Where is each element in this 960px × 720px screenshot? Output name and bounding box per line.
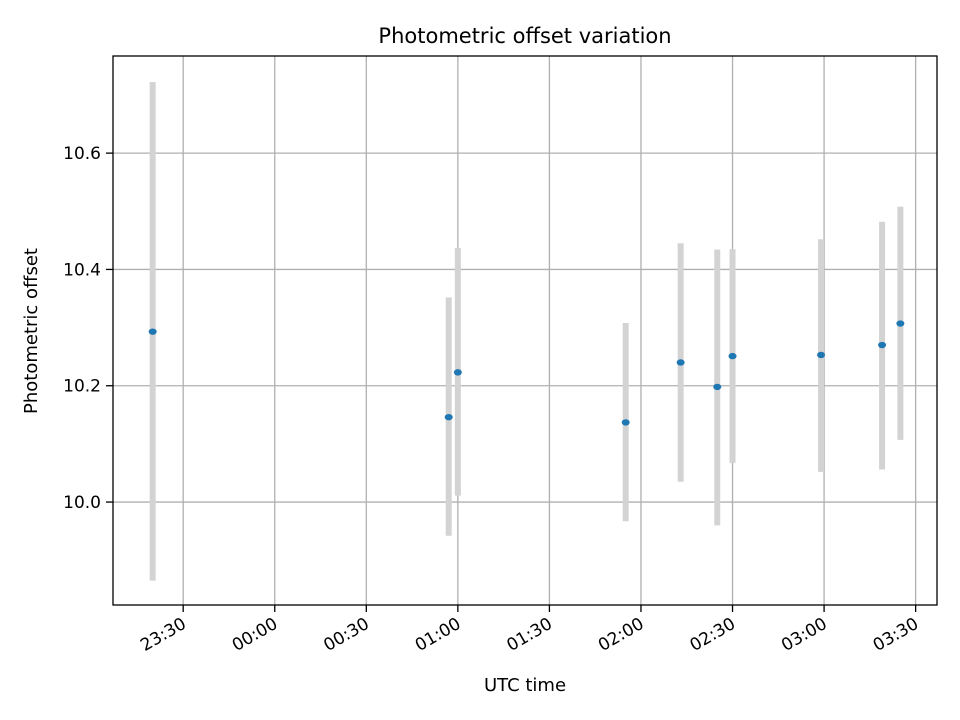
plot-frame [112,55,938,606]
data-points [148,320,905,426]
data-point [817,351,826,359]
y-tick-label: 10.0 [63,493,101,513]
x-axis-title: UTC time [484,675,566,696]
data-point [728,352,737,360]
y-tick-label: 10.2 [63,377,101,397]
y-axis-title: Photometric offset [21,248,42,414]
data-point [878,341,887,349]
chart-title: Photometric offset variation [378,24,671,48]
y-tick-label: 10.4 [63,260,101,280]
data-point [621,419,630,426]
data-point [896,320,905,327]
data-point [453,369,462,376]
data-point [148,328,157,335]
y-tick-label: 10.6 [63,144,101,164]
data-point [713,383,722,391]
y-axis: 10.0 10.2 10.4 10.6 [63,144,113,513]
data-point [676,359,685,366]
grid [113,56,937,605]
data-point [444,413,453,421]
